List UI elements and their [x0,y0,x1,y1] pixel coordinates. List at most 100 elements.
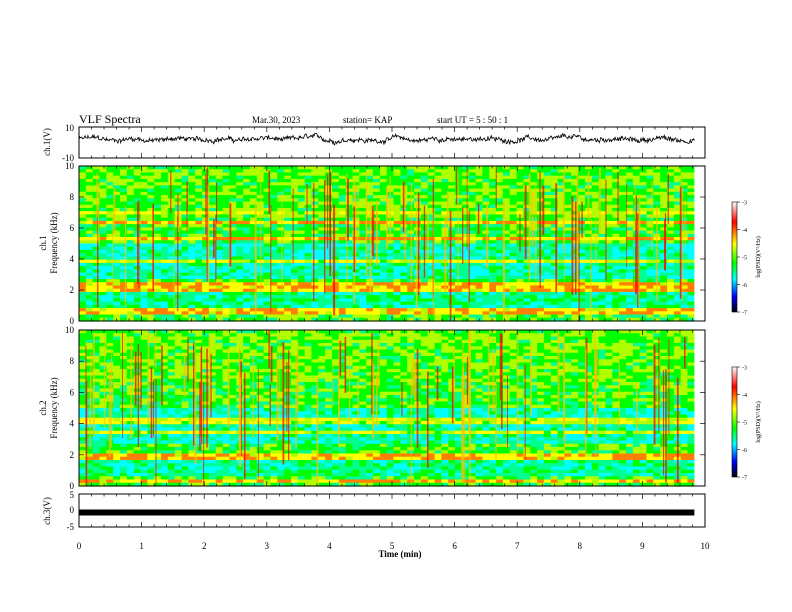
spectrogram-cell [318,336,326,341]
spectrogram-cell [215,275,224,280]
spectrogram-cell [208,253,217,258]
spectrogram-cell [502,314,511,319]
spectrogram-cell [639,288,648,293]
spectrogram-cell [496,301,504,306]
spectrogram-cell [516,169,525,174]
spectrogram-cell [236,227,244,232]
spectrogram-cell [414,243,422,248]
spectrogram-cell [284,178,292,183]
spectrogram-cell [79,253,87,258]
spectrogram-cell [331,295,340,299]
spectrogram-cell [660,243,668,248]
spectrogram-cell [660,333,668,338]
spectrogram-cell [161,317,169,322]
spectrogram-cell [222,314,231,319]
spectrogram-cell [120,249,128,254]
spectrogram-cell [167,185,176,190]
spectrogram-cell [646,249,654,254]
spectrogram-cell [345,237,354,241]
spectrogram-cell [202,279,210,283]
spectrogram-cell [215,233,224,238]
spectrogram-cell [208,333,217,338]
spectrogram-cell [427,233,436,238]
spectrogram-cell [236,311,244,316]
spectrogram-cell [331,308,340,312]
spectrogram-cell [448,285,456,290]
spectrogram-cell [414,188,422,193]
spectrogram-cell [147,275,155,280]
spectrogram-cell [92,169,101,174]
spectrogram-cell [304,330,313,334]
spectrogram-cell [543,311,552,316]
spectrogram-cell [557,304,566,309]
spectrogram-cell [564,295,572,299]
spectrogram-cell [154,249,162,254]
spectrogram-cell [236,279,244,283]
spectrogram-cell [393,243,401,248]
spectrogram-cell [496,311,504,316]
spectrogram-streak [113,188,116,235]
spectrogram-cell [167,266,176,270]
spectrogram-cell [373,166,381,170]
spectrogram-cell [167,207,176,212]
spectrogram-cell [687,285,695,290]
spectrogram-cell [167,253,176,258]
spectrogram-cell [400,249,408,254]
spectrogram-cell [557,317,566,322]
spectrogram-cell [154,246,162,251]
spectrogram-cell [352,191,360,196]
spectrogram-cell [530,233,538,238]
spectrogram-cell [99,272,107,277]
spectrogram-cell [99,191,107,196]
spectrogram-cell [673,178,682,183]
spectrogram-cell [167,298,176,303]
spectrogram-cell [92,191,101,196]
spectrogram-cell [550,253,559,258]
spectrogram-cell [304,214,313,219]
spectrogram-cell [680,308,689,312]
spectrogram-cell [359,220,367,225]
spectrogram-cell [304,191,313,196]
spectrogram-streak [152,203,154,291]
spectrogram-cell [304,298,313,303]
spectrogram-cell [584,259,593,264]
spectrogram-cell [393,256,401,261]
ch1-waveform-ylabel: ch.1(V) [42,128,52,156]
spectrogram-cell [414,198,422,203]
spectrogram-cell [120,169,128,174]
spectrogram-cell [680,214,689,219]
spectrogram-cell [660,262,668,267]
spectrogram-cell [359,339,367,344]
spectrogram-cell [564,224,572,228]
spectrogram-cell [434,211,442,216]
spectrogram-cell [270,288,278,293]
spectrogram-cell [85,336,94,341]
spectrogram-cell [667,240,675,245]
spectrogram-cell [79,227,87,232]
spectrogram-cell [113,275,121,280]
spectrogram-cell [393,246,401,251]
spectrogram-cell [455,172,463,177]
spectrogram-cell [297,336,306,341]
spectrogram-cell [181,188,189,193]
spectrogram-cell [482,243,490,248]
spectrogram-cell [126,169,135,174]
spectrogram-cell [489,224,497,228]
spectrogram-cell [598,169,607,174]
spectrogram-cell [386,304,395,309]
spectrogram-cell [543,269,552,274]
spectrogram-cell [414,169,422,174]
spectrogram-cell [92,275,101,280]
spectrogram-cell [557,233,566,238]
spectrogram-cell [270,191,278,196]
spectrogram-cell [619,182,627,186]
spectrogram-cell [318,246,326,251]
spectrogram-cell [625,249,634,254]
spectrogram-cell [605,317,613,322]
spectrogram-cell [653,198,661,203]
spectrogram-cell [181,207,189,212]
spectrogram-cell [79,237,87,241]
spectrogram-cell [270,166,278,170]
spectrogram-cell [619,166,627,170]
spectrogram-cell [680,314,689,319]
